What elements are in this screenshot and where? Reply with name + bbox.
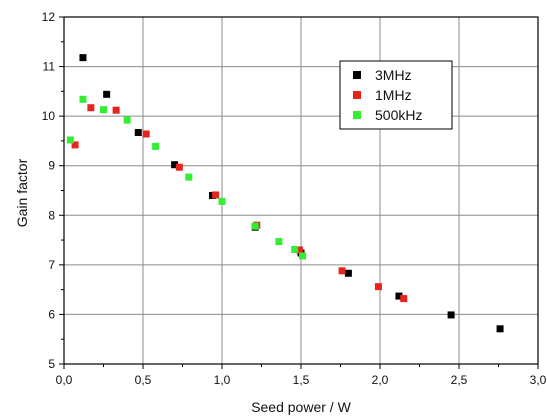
legend-label-3mhz: 3MHz: [375, 67, 412, 83]
data-point-500khz: [218, 197, 226, 205]
x-tick-label: 0,0: [56, 373, 73, 387]
x-tick-label: 2,5: [451, 373, 468, 387]
grid-layer: [64, 17, 538, 364]
legend-label-1mhz: 1MHz: [375, 87, 412, 103]
data-point-1mhz: [338, 267, 346, 275]
x-tick-label: 3,0: [530, 373, 547, 387]
data-point-500khz: [291, 245, 299, 253]
y-tick-label: 6: [48, 307, 55, 321]
legend-marker-1mhz: [353, 91, 361, 99]
data-point-3mhz: [344, 269, 352, 277]
legend-label-500khz: 500kHz: [375, 107, 422, 123]
y-axis-title: Gain factor: [14, 158, 30, 227]
data-point-3mhz: [134, 129, 142, 137]
data-point-1mhz: [87, 104, 95, 112]
legend-marker-3mhz: [353, 71, 361, 79]
y-tick-label: 5: [48, 357, 55, 371]
x-tick-label: 2,0: [372, 373, 389, 387]
data-point-1mhz: [142, 130, 150, 138]
x-axis-title: Seed power / W: [251, 399, 351, 415]
x-tick-label: 1,0: [214, 373, 231, 387]
data-point-1mhz: [112, 106, 120, 114]
y-tick-label: 8: [48, 208, 55, 222]
y-tick-label: 7: [48, 258, 55, 272]
data-point-3mhz: [103, 90, 111, 98]
data-point-3mhz: [395, 292, 403, 300]
data-point-500khz: [66, 136, 74, 144]
data-point-3mhz: [79, 54, 87, 62]
data-point-500khz: [123, 116, 131, 124]
data-point-3mhz: [447, 311, 455, 319]
data-point-3mhz: [496, 325, 504, 333]
legend: 3MHz 1MHz 500kHz: [339, 60, 453, 130]
data-point-500khz: [299, 252, 307, 260]
data-point-500khz: [79, 95, 87, 103]
data-point-1mhz: [400, 295, 408, 303]
y-tick-label: 10: [42, 109, 56, 123]
y-tick-label: 9: [48, 159, 55, 173]
data-point-1mhz: [175, 163, 183, 171]
data-point-500khz: [251, 222, 259, 230]
data-point-1mhz: [374, 283, 382, 291]
y-tick-label: 11: [43, 60, 56, 74]
data-point-3mhz: [171, 161, 179, 169]
y-tick-label: 12: [42, 10, 56, 24]
x-tick-label: 0,5: [135, 373, 152, 387]
data-point-500khz: [100, 106, 107, 114]
data-marks-layer: [66, 54, 504, 333]
data-point-1mhz: [71, 141, 79, 149]
ticks-layer: 0,0 0,5 1,0 1,5 2,0 2,5 3,0 5 6 7 8 9 10 11 12: [42, 10, 547, 387]
legend-marker-500khz: [353, 111, 361, 119]
data-point-1mhz: [295, 246, 303, 254]
data-point-500khz: [275, 238, 283, 246]
x-tick-label: 1,5: [293, 373, 310, 387]
data-point-500khz: [185, 173, 193, 181]
data-point-1mhz: [212, 191, 220, 199]
data-point-500khz: [152, 142, 160, 150]
